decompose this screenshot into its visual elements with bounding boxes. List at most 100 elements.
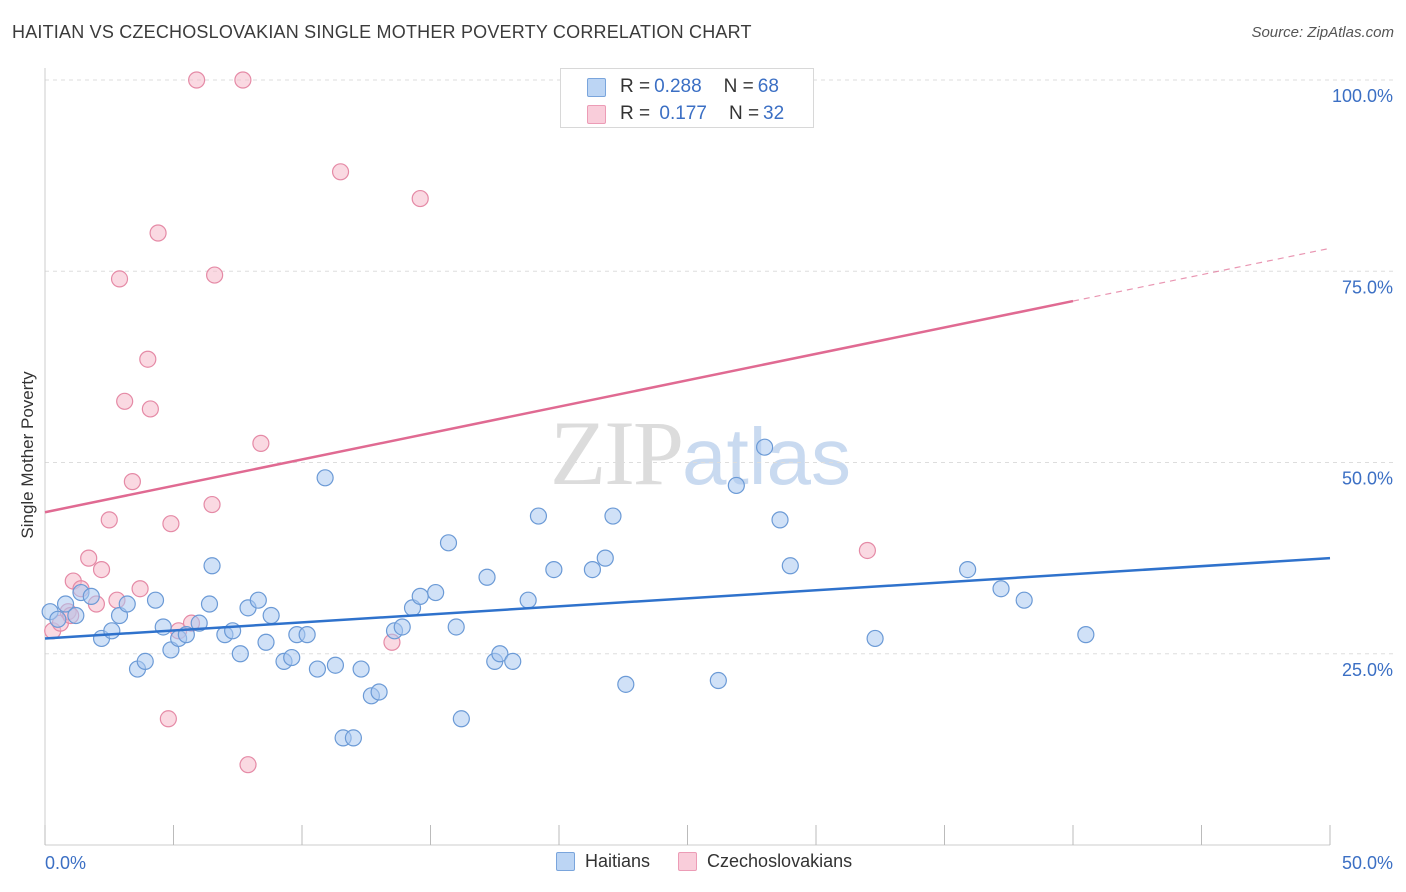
- point-czechoslovakians: [188, 71, 206, 89]
- y-tick-label: 75.0%: [1342, 277, 1393, 297]
- point-czechoslovakians: [206, 266, 224, 284]
- point-haitians: [352, 660, 370, 678]
- point-haitians: [370, 683, 388, 701]
- series-swatch-czechoslovakians: [678, 852, 698, 871]
- point-haitians: [519, 591, 537, 609]
- point-haitians: [439, 534, 458, 552]
- legend-r-key: R =: [620, 76, 651, 97]
- point-haitians: [203, 557, 221, 575]
- point-haitians: [617, 675, 635, 693]
- point-haitians: [596, 549, 614, 567]
- point-haitians: [709, 671, 727, 690]
- y-tick-label: 25.0%: [1342, 660, 1393, 680]
- point-haitians: [49, 610, 67, 628]
- point-haitians: [427, 583, 445, 602]
- point-haitians: [604, 507, 622, 525]
- trendline-czechoslovakians: [44, 299, 1074, 514]
- point-haitians: [411, 587, 429, 605]
- point-haitians: [298, 626, 316, 644]
- point-czechoslovakians: [80, 549, 98, 567]
- point-haitians: [118, 595, 136, 613]
- legend-n-value: 68: [757, 76, 779, 97]
- point-haitians: [1015, 591, 1033, 609]
- point-haitians: [959, 560, 977, 579]
- point-czechoslovakians: [162, 515, 180, 533]
- point-haitians: [866, 629, 884, 648]
- trendline-extension-czechoslovakians: [1072, 247, 1331, 302]
- point-haitians: [393, 618, 411, 636]
- point-haitians: [56, 595, 75, 613]
- point-haitians: [316, 469, 334, 487]
- point-czechoslovakians: [331, 163, 350, 181]
- trendline-haitians: [44, 556, 1331, 640]
- point-haitians: [344, 729, 362, 747]
- point-haitians: [326, 656, 345, 674]
- point-czechoslovakians: [131, 580, 149, 598]
- chart-title: HAITIAN VS CZECHOSLOVAKIAN SINGLE MOTHER…: [12, 22, 752, 42]
- point-haitians: [200, 595, 219, 613]
- point-haitians: [529, 507, 548, 525]
- point-czechoslovakians: [141, 400, 159, 418]
- point-czechoslovakians: [92, 560, 111, 579]
- point-czechoslovakians: [159, 710, 177, 728]
- series-label-haitians: Haitians: [585, 851, 651, 871]
- series-legend-item-haitians: Haitians: [556, 851, 650, 872]
- point-haitians: [190, 614, 208, 632]
- legend-r-key: R =: [620, 103, 651, 124]
- point-haitians: [583, 560, 602, 579]
- series-swatch-haitians: [556, 852, 575, 871]
- point-haitians: [67, 606, 85, 625]
- point-haitians: [452, 710, 470, 728]
- point-haitians: [755, 438, 774, 456]
- point-czechoslovakians: [203, 495, 221, 514]
- legend-row-czechoslovakians: R = 0.177 N = 32: [587, 101, 784, 127]
- legend-n-key: N =: [728, 103, 760, 124]
- point-czechoslovakians: [116, 392, 134, 410]
- series-legend-item-czechoslovakians: Czechoslovakians: [678, 851, 852, 872]
- point-haitians: [103, 622, 121, 640]
- point-haitians: [249, 591, 267, 609]
- legend-r-value: 0.288: [654, 76, 702, 97]
- y-tick-label: 100.0%: [1332, 86, 1393, 106]
- point-czechoslovakians: [411, 189, 429, 208]
- point-haitians: [262, 606, 280, 625]
- point-haitians: [545, 560, 563, 579]
- point-haitians: [136, 652, 154, 671]
- point-haitians: [771, 511, 789, 529]
- point-czechoslovakians: [149, 224, 167, 242]
- point-haitians: [504, 652, 522, 671]
- point-czechoslovakians: [139, 350, 157, 368]
- legend-r-value: 0.177: [654, 103, 707, 124]
- point-haitians: [283, 648, 301, 667]
- series-label-czechoslovakians: Czechoslovakians: [707, 851, 853, 871]
- point-haitians: [727, 476, 745, 495]
- x-tick-label: 50.0%: [1342, 853, 1393, 873]
- point-czechoslovakians: [110, 270, 129, 288]
- legend-swatch-czechoslovakians: [587, 104, 606, 124]
- point-haitians: [146, 591, 165, 609]
- point-haitians: [308, 660, 327, 678]
- legend-swatch-haitians: [587, 77, 606, 97]
- point-haitians: [1077, 626, 1095, 644]
- point-haitians: [491, 645, 509, 663]
- point-haitians: [478, 568, 496, 586]
- legend-n-key: N =: [723, 76, 754, 97]
- point-czechoslovakians: [858, 541, 877, 560]
- point-haitians: [447, 618, 465, 636]
- point-haitians: [257, 633, 275, 651]
- legend-row-haitians: R = 0.288 N = 68: [587, 74, 779, 100]
- point-haitians: [992, 580, 1010, 598]
- x-tick-label: 0.0%: [45, 853, 86, 873]
- correlation-legend: R = 0.288 N = 68 R = 0.177 N = 32: [560, 68, 814, 128]
- point-haitians: [82, 587, 100, 605]
- point-czechoslovakians: [123, 473, 141, 491]
- chart-source: Source: ZipAtlas.com: [1251, 24, 1394, 41]
- point-haitians: [231, 645, 249, 663]
- point-czechoslovakians: [252, 434, 270, 452]
- point-czechoslovakians: [234, 71, 252, 89]
- y-tick-label: 50.0%: [1342, 469, 1393, 489]
- series-legend: Haitians Czechoslovakians: [556, 851, 880, 872]
- legend-n-value: 32: [763, 103, 785, 124]
